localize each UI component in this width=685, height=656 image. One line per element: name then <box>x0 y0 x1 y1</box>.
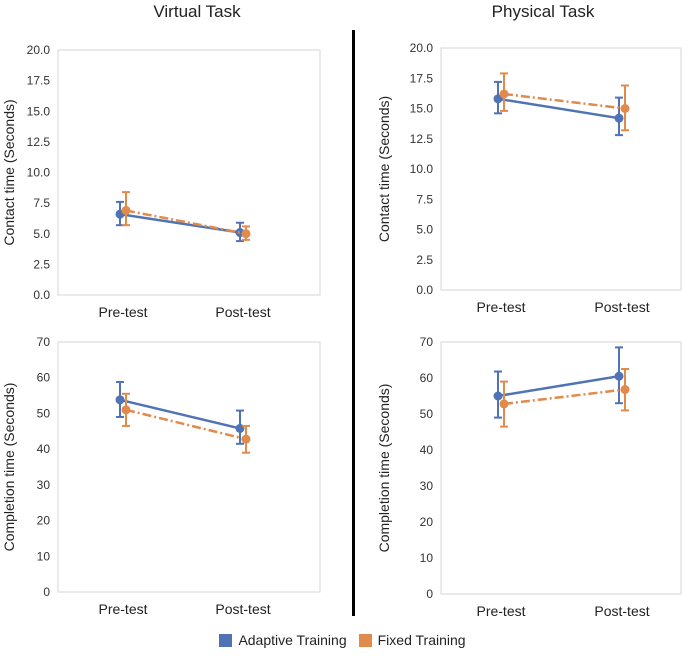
y-tick-label: 17.5 <box>27 74 51 88</box>
physical-contact-chart: 0.0 2.5 5.0 7.5 10.0 12.5 15.0 17.5 20.0 Contact … <box>376 41 682 315</box>
virtual-contact-chart: 0.0 2.5 5.0 7.5 10.0 12.5 15.0 17.5 20.0 Contact … <box>1 43 321 320</box>
y-tick-label: 20.0 <box>410 41 434 55</box>
plot-area <box>57 341 321 593</box>
legend: Adaptive Training Fixed Training <box>0 632 685 648</box>
data-point-adaptive <box>614 113 624 123</box>
plot-area <box>57 49 321 296</box>
data-point-adaptive <box>493 391 503 401</box>
y-tick-label: 30 <box>420 479 434 493</box>
y-tick-label: 0.0 <box>33 288 50 302</box>
legend-swatch-adaptive <box>219 633 233 647</box>
series-line-fixed <box>503 388 626 406</box>
y-tick-label: 0 <box>43 585 50 599</box>
y-tick-label: 30 <box>37 478 51 492</box>
plot-area <box>440 47 682 291</box>
legend-label-adaptive: Adaptive Training <box>238 632 347 648</box>
x-tick-label: Pre-test <box>476 299 525 315</box>
series-line-adaptive <box>119 398 241 430</box>
data-point-fixed <box>241 434 251 444</box>
y-tick-label: 10.0 <box>410 162 434 176</box>
legend-item-fixed: Fixed Training <box>358 632 466 648</box>
y-tick-label: 40 <box>420 443 434 457</box>
data-point-fixed <box>620 385 630 395</box>
y-tick-label: 7.5 <box>33 196 50 210</box>
physical-completion-chart: 0 10 20 30 40 50 60 70 Completion time (Seconds)… <box>376 335 682 619</box>
y-tick-label: 2.5 <box>33 257 50 271</box>
x-tick-label: Post-test <box>594 299 649 315</box>
data-point-fixed <box>499 399 509 409</box>
data-point-fixed <box>499 89 509 99</box>
physical-task-title: Physical Task <box>491 2 595 21</box>
virtual-task-title: Virtual Task <box>153 2 241 21</box>
x-tick-label: Post-test <box>215 601 270 617</box>
y-tick-label: 5.0 <box>416 223 433 237</box>
series-line-fixed <box>503 92 626 110</box>
y-tick-label: 70 <box>37 335 51 349</box>
y-tick-label: 20 <box>37 514 51 528</box>
x-tick-label: Pre-test <box>98 601 147 617</box>
y-tick-label: 12.5 <box>410 132 434 146</box>
x-tick-label: Post-test <box>594 603 649 619</box>
virtual-completion-chart: 0 10 20 30 40 50 60 70 Completion time (Seconds)… <box>1 335 321 617</box>
y-tick-label: 50 <box>37 406 51 420</box>
y-tick-label: 17.5 <box>410 71 434 85</box>
y-tick-label: 15.0 <box>27 104 51 118</box>
x-tick-label: Pre-test <box>98 304 147 320</box>
y-tick-label: 40 <box>37 442 51 456</box>
y-axis-label: Contact time (Seconds) <box>1 99 17 245</box>
y-tick-label: 20.0 <box>27 43 51 57</box>
series-line-adaptive <box>497 374 620 398</box>
data-point-fixed <box>121 205 131 215</box>
plot-area <box>440 341 682 595</box>
series-line-fixed <box>125 209 247 235</box>
y-tick-label: 10 <box>37 549 51 563</box>
y-tick-label: 60 <box>420 371 434 385</box>
y-tick-label: 10.0 <box>27 166 51 180</box>
x-tick-label: Post-test <box>215 304 270 320</box>
y-tick-label: 60 <box>37 371 51 385</box>
y-axis-label: Completion time (Seconds) <box>376 384 392 553</box>
legend-swatch-fixed <box>358 633 372 647</box>
y-tick-label: 20 <box>420 515 434 529</box>
y-tick-label: 12.5 <box>27 135 51 149</box>
column-divider <box>352 30 355 616</box>
series-line-fixed <box>125 408 247 441</box>
data-point-adaptive <box>614 371 624 381</box>
y-tick-label: 5.0 <box>33 227 50 241</box>
data-point-fixed <box>121 405 131 415</box>
y-tick-label: 0 <box>426 587 433 601</box>
data-point-fixed <box>620 104 630 113</box>
y-tick-label: 70 <box>420 335 434 349</box>
y-tick-label: 50 <box>420 407 434 421</box>
series-line-adaptive <box>497 97 620 120</box>
data-point-adaptive <box>115 395 125 405</box>
y-axis-label: Completion time (Seconds) <box>1 383 17 552</box>
y-tick-label: 7.5 <box>416 192 433 206</box>
y-tick-label: 10 <box>420 551 434 565</box>
series-line-adaptive <box>119 212 241 234</box>
y-tick-label: 2.5 <box>416 253 433 267</box>
x-tick-label: Pre-test <box>476 603 525 619</box>
legend-label-fixed: Fixed Training <box>377 632 466 648</box>
y-tick-label: 0.0 <box>416 283 433 297</box>
legend-item-adaptive: Adaptive Training <box>219 632 347 648</box>
y-tick-label: 15.0 <box>410 102 434 116</box>
data-point-fixed <box>241 229 251 239</box>
y-axis-label: Contact time (Seconds) <box>376 96 392 242</box>
data-point-adaptive <box>493 94 503 104</box>
